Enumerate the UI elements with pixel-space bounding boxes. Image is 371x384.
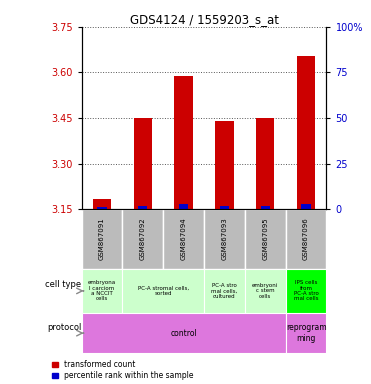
Bar xyxy=(134,118,152,209)
Text: PC-A stro
mal cells,
cultured: PC-A stro mal cells, cultured xyxy=(211,283,237,299)
Bar xyxy=(82,313,286,353)
Text: GSM867093: GSM867093 xyxy=(221,218,227,260)
Text: protocol: protocol xyxy=(47,323,82,331)
Legend: transformed count, percentile rank within the sample: transformed count, percentile rank withi… xyxy=(52,360,194,380)
Bar xyxy=(245,269,286,313)
Text: GSM867096: GSM867096 xyxy=(303,218,309,260)
Bar xyxy=(98,207,106,209)
Bar xyxy=(286,269,326,313)
Bar xyxy=(204,269,245,313)
Text: GSM867091: GSM867091 xyxy=(99,218,105,260)
Bar xyxy=(256,118,275,209)
Text: GSM867094: GSM867094 xyxy=(181,218,187,260)
Title: GDS4124 / 1559203_s_at: GDS4124 / 1559203_s_at xyxy=(129,13,279,26)
Text: PC-A stromal cells,
sorted: PC-A stromal cells, sorted xyxy=(138,286,189,296)
Bar xyxy=(220,206,229,209)
Bar xyxy=(204,209,245,269)
Text: embryoni
c stem
cells: embryoni c stem cells xyxy=(252,283,278,299)
Bar xyxy=(163,209,204,269)
Bar xyxy=(122,209,163,269)
Bar xyxy=(286,209,326,269)
Bar xyxy=(215,121,234,209)
Text: GSM867092: GSM867092 xyxy=(140,218,146,260)
Text: cell type: cell type xyxy=(46,280,82,289)
Bar xyxy=(179,204,188,209)
Bar xyxy=(82,269,122,313)
Bar xyxy=(286,313,326,353)
Bar xyxy=(297,56,315,209)
Text: control: control xyxy=(170,329,197,338)
Text: IPS cells
from
PC-A stro
mal cells: IPS cells from PC-A stro mal cells xyxy=(293,280,319,301)
Text: embryona
l carciom
a NCCIT
cells: embryona l carciom a NCCIT cells xyxy=(88,280,116,301)
Bar xyxy=(82,209,122,269)
Text: GSM867095: GSM867095 xyxy=(262,218,268,260)
Bar xyxy=(174,76,193,209)
Bar xyxy=(302,204,311,209)
Bar xyxy=(138,206,147,209)
Bar xyxy=(93,199,111,209)
Bar xyxy=(245,209,286,269)
Bar xyxy=(261,206,270,209)
Text: reprogram
ming: reprogram ming xyxy=(286,323,326,343)
Bar xyxy=(122,269,204,313)
